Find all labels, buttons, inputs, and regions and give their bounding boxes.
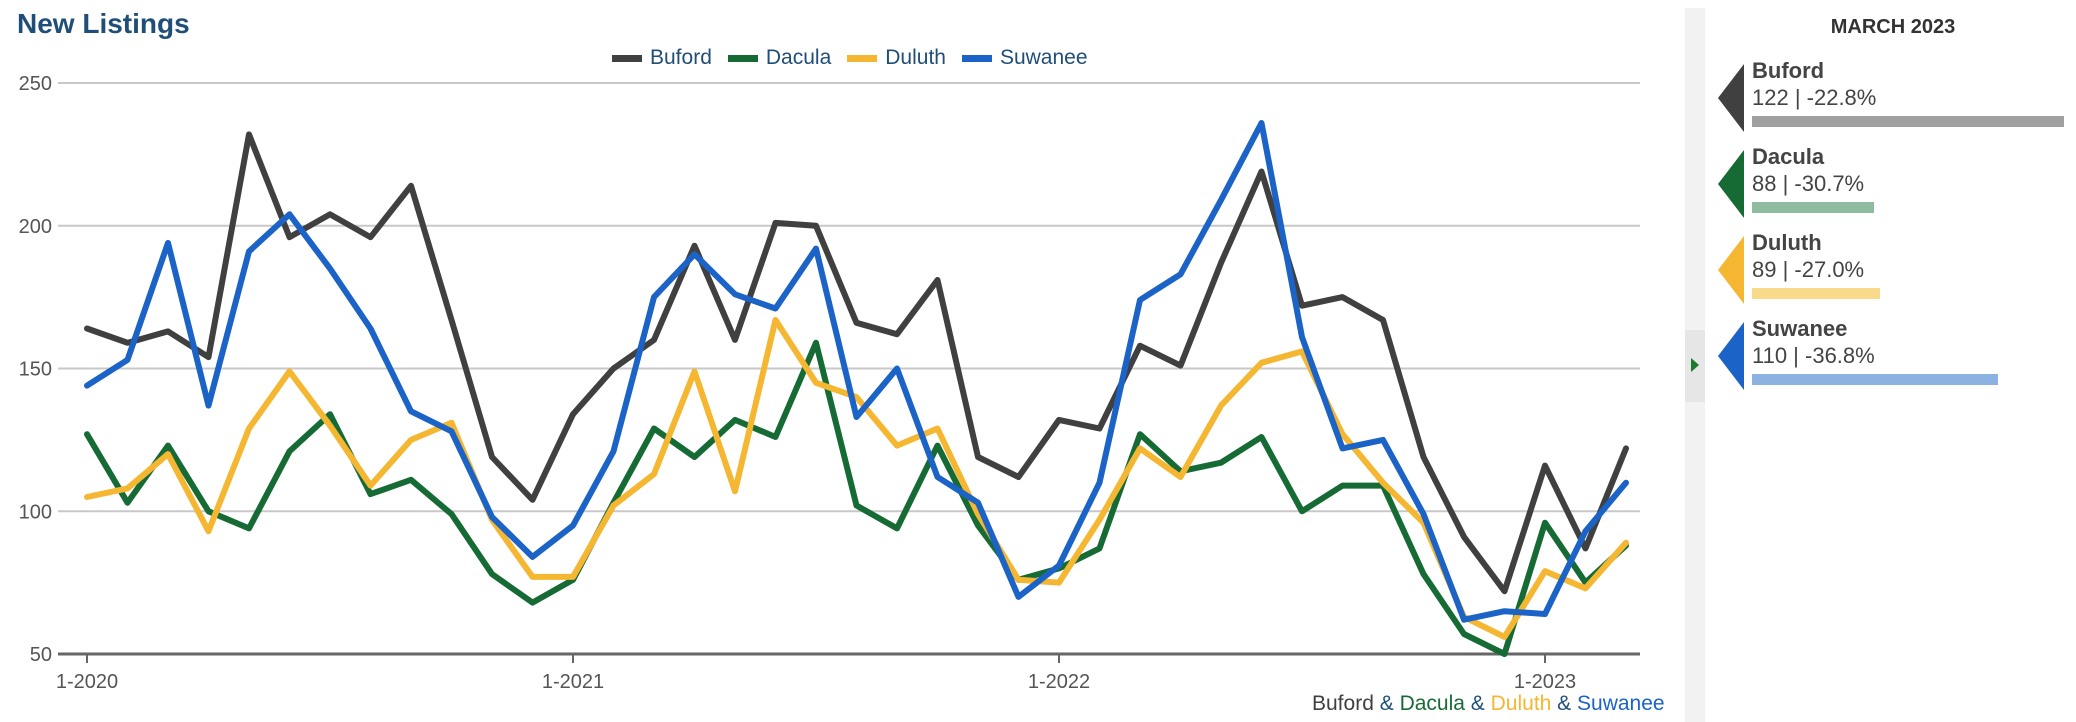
caption-part: & (1373, 692, 1400, 715)
series-caption: Buford & Dacula & Duluth & Suwanee (1312, 692, 1665, 716)
legend-item-duluth[interactable]: Duluth (847, 46, 946, 70)
x-tick-label: 1-2020 (56, 671, 118, 693)
summary-item-buford[interactable]: Buford 122 | -22.8% (1718, 58, 2068, 132)
legend-label: Duluth (885, 46, 946, 69)
chart-legend: Buford Dacula Duluth Suwanee (612, 46, 1088, 70)
legend-swatch (961, 54, 992, 62)
legend-swatch (612, 54, 642, 62)
caption-part: Dacula (1399, 692, 1465, 715)
summary-item-suwanee[interactable]: Suwanee 110 | -36.8% (1718, 316, 2068, 390)
summary-item-duluth[interactable]: Duluth 89 | -27.0% (1718, 230, 2068, 304)
caption-part: Buford (1312, 692, 1374, 715)
series-line-duluth (84, 317, 1629, 640)
caption-part: & (1464, 692, 1491, 715)
legend-label: Suwanee (999, 46, 1088, 69)
legend-swatch (847, 54, 878, 62)
caption-part: Duluth (1490, 692, 1552, 715)
expand-arrow-icon (1691, 358, 1699, 372)
pointer-marker-icon (1718, 64, 1744, 132)
summary-bar (1752, 116, 2064, 127)
summary-value: 89 | -27.0% (1752, 257, 1865, 282)
legend-item-dacula[interactable]: Dacula (727, 46, 832, 70)
sidebar-title: MARCH 2023 (1830, 16, 1956, 38)
series-line-buford (84, 131, 1629, 595)
summary-item-dacula[interactable]: Dacula 88 | -30.7% (1718, 144, 2068, 218)
summary-name: Buford (1752, 58, 1825, 83)
summary-value: 122 | -22.8% (1752, 85, 1877, 110)
summary-name: Dacula (1752, 144, 1825, 169)
x-tick-label: 1-2021 (542, 671, 604, 693)
legend-item-suwanee[interactable]: Suwanee (961, 46, 1088, 70)
y-tick-label: 50 (30, 644, 52, 666)
legend-item-buford[interactable]: Buford (612, 46, 712, 70)
pointer-marker-icon (1718, 236, 1744, 304)
summary-value: 88 | -30.7% (1752, 171, 1865, 196)
y-tick-label: 250 (19, 73, 52, 95)
legend-label: Buford (650, 46, 712, 69)
caption-part: Suwanee (1577, 692, 1665, 715)
x-tick-label: 1-2022 (1028, 671, 1090, 693)
chart-title: New Listings (17, 8, 190, 39)
summary-bar (1752, 374, 1999, 385)
legend-label: Dacula (765, 46, 832, 69)
pointer-marker-icon (1718, 322, 1744, 390)
pointer-marker-icon (1718, 150, 1744, 218)
caption-part: & (1551, 692, 1578, 715)
summary-bar (1752, 288, 1880, 299)
sidebar-toggle-button[interactable] (1685, 330, 1705, 402)
summary-name: Suwanee (1752, 316, 1848, 341)
y-tick-label: 100 (19, 501, 52, 523)
legend-swatch (727, 54, 758, 62)
y-tick-label: 150 (19, 359, 52, 381)
y-tick-label: 200 (19, 216, 52, 238)
series-line-suwanee (84, 120, 1629, 623)
summary-value: 110 | -36.8% (1752, 343, 1875, 368)
line-chart: 50 100 150 200 250 1-2020 1-2021 1-2022 1-2023 (19, 73, 1640, 693)
x-tick-label: 1-2023 (1514, 671, 1576, 693)
summary-bar (1752, 202, 1874, 213)
summary-name: Duluth (1752, 230, 1822, 255)
